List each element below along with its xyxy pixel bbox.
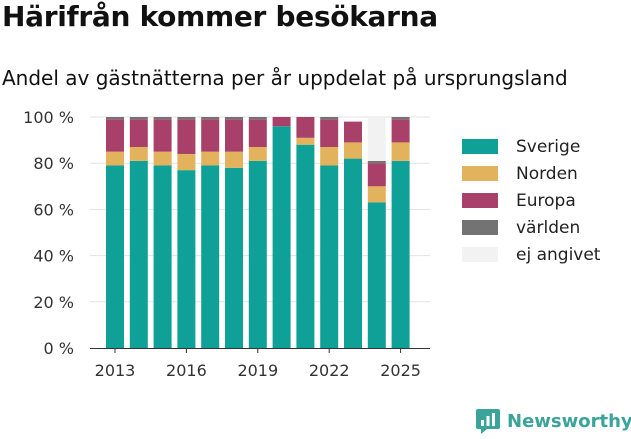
bar-segment bbox=[201, 165, 220, 348]
brand: Newsworthy bbox=[475, 405, 631, 437]
bar-segment bbox=[367, 160, 386, 164]
bar-segment bbox=[153, 165, 172, 348]
bar-segment bbox=[177, 170, 196, 348]
bar-segment bbox=[391, 160, 410, 348]
legend-swatch bbox=[462, 220, 498, 235]
bar-segment bbox=[272, 117, 291, 127]
bar-segment bbox=[106, 117, 124, 120]
bar-segment bbox=[225, 119, 243, 152]
x-tick-label: 2025 bbox=[380, 361, 421, 380]
bar-segment bbox=[391, 117, 410, 120]
x-tick-label: 2016 bbox=[166, 361, 207, 380]
bar-segment bbox=[225, 167, 243, 348]
bar-segment bbox=[344, 142, 362, 159]
bar-segment bbox=[320, 119, 339, 148]
bar-segment bbox=[367, 186, 386, 203]
bar-segment bbox=[201, 151, 220, 166]
bar-segment bbox=[296, 144, 315, 348]
bar-segment bbox=[248, 160, 267, 348]
y-tick-label: 60 % bbox=[33, 200, 74, 219]
bar-segment bbox=[225, 117, 243, 120]
bar-segment bbox=[296, 117, 315, 138]
y-tick-label: 80 % bbox=[33, 154, 74, 173]
bar-segment bbox=[320, 147, 339, 166]
bar-segment bbox=[129, 119, 148, 148]
bar-segment bbox=[177, 117, 196, 120]
y-tick-label: 0 % bbox=[44, 339, 74, 358]
bar-segment bbox=[248, 117, 267, 120]
bar-segment bbox=[248, 147, 267, 161]
chart-subtitle: Andel av gästnätterna per år uppdelat på… bbox=[2, 66, 568, 90]
legend-label: Europa bbox=[516, 191, 576, 211]
bar-segment bbox=[106, 165, 124, 348]
bar-segment bbox=[153, 117, 172, 120]
bar-segment bbox=[248, 119, 267, 148]
bar-segment bbox=[129, 147, 148, 161]
bars bbox=[106, 117, 410, 349]
bar-segment bbox=[129, 160, 148, 348]
x-tick-label: 2019 bbox=[237, 361, 278, 380]
brand-name: Newsworthy bbox=[507, 410, 631, 432]
bar-segment bbox=[367, 202, 386, 348]
bar-segment bbox=[106, 151, 124, 166]
chart-title: Härifrån kommer besökarna bbox=[2, 0, 438, 33]
bar-segment bbox=[367, 163, 386, 187]
bar-segment bbox=[320, 165, 339, 348]
bar-segment bbox=[367, 117, 386, 161]
y-tick-label: 100 % bbox=[23, 108, 74, 127]
bar-segment bbox=[344, 121, 362, 143]
x-tick-label: 2022 bbox=[309, 361, 350, 380]
bar-segment bbox=[201, 119, 220, 152]
bar-segment bbox=[177, 153, 196, 171]
bar-segment bbox=[153, 151, 172, 166]
newsworthy-logo-icon bbox=[476, 409, 500, 434]
bar-segment bbox=[153, 119, 172, 152]
bar-segment bbox=[177, 119, 196, 154]
bar-segment bbox=[225, 151, 243, 168]
legend-swatch bbox=[462, 166, 498, 181]
y-tick-label: 40 % bbox=[33, 247, 74, 266]
bar-segment bbox=[201, 117, 220, 120]
legend-label: ej angivet bbox=[516, 245, 601, 265]
legend-label: Norden bbox=[516, 164, 578, 184]
x-tick-label: 2013 bbox=[95, 361, 136, 380]
bar-segment bbox=[391, 142, 410, 161]
legend-swatch bbox=[462, 193, 498, 208]
bar-segment bbox=[106, 119, 124, 152]
legend-swatch bbox=[462, 139, 498, 154]
bar-segment bbox=[391, 119, 410, 143]
legend: Sverige Norden Europa världen ej angivet bbox=[462, 137, 601, 265]
legend-label: Sverige bbox=[516, 137, 580, 157]
bar-segment bbox=[272, 126, 291, 349]
y-tick-label: 20 % bbox=[33, 293, 74, 312]
bar-segment bbox=[344, 158, 362, 348]
bar-segment bbox=[320, 117, 339, 120]
legend-label: världen bbox=[516, 218, 580, 238]
bar-segment bbox=[296, 137, 315, 145]
bar-segment bbox=[129, 117, 148, 120]
legend-swatch bbox=[462, 247, 498, 262]
axes: 0 % 20 % 40 % 60 % 80 % 100 % 2013 2016 2019 2022… bbox=[23, 108, 430, 380]
